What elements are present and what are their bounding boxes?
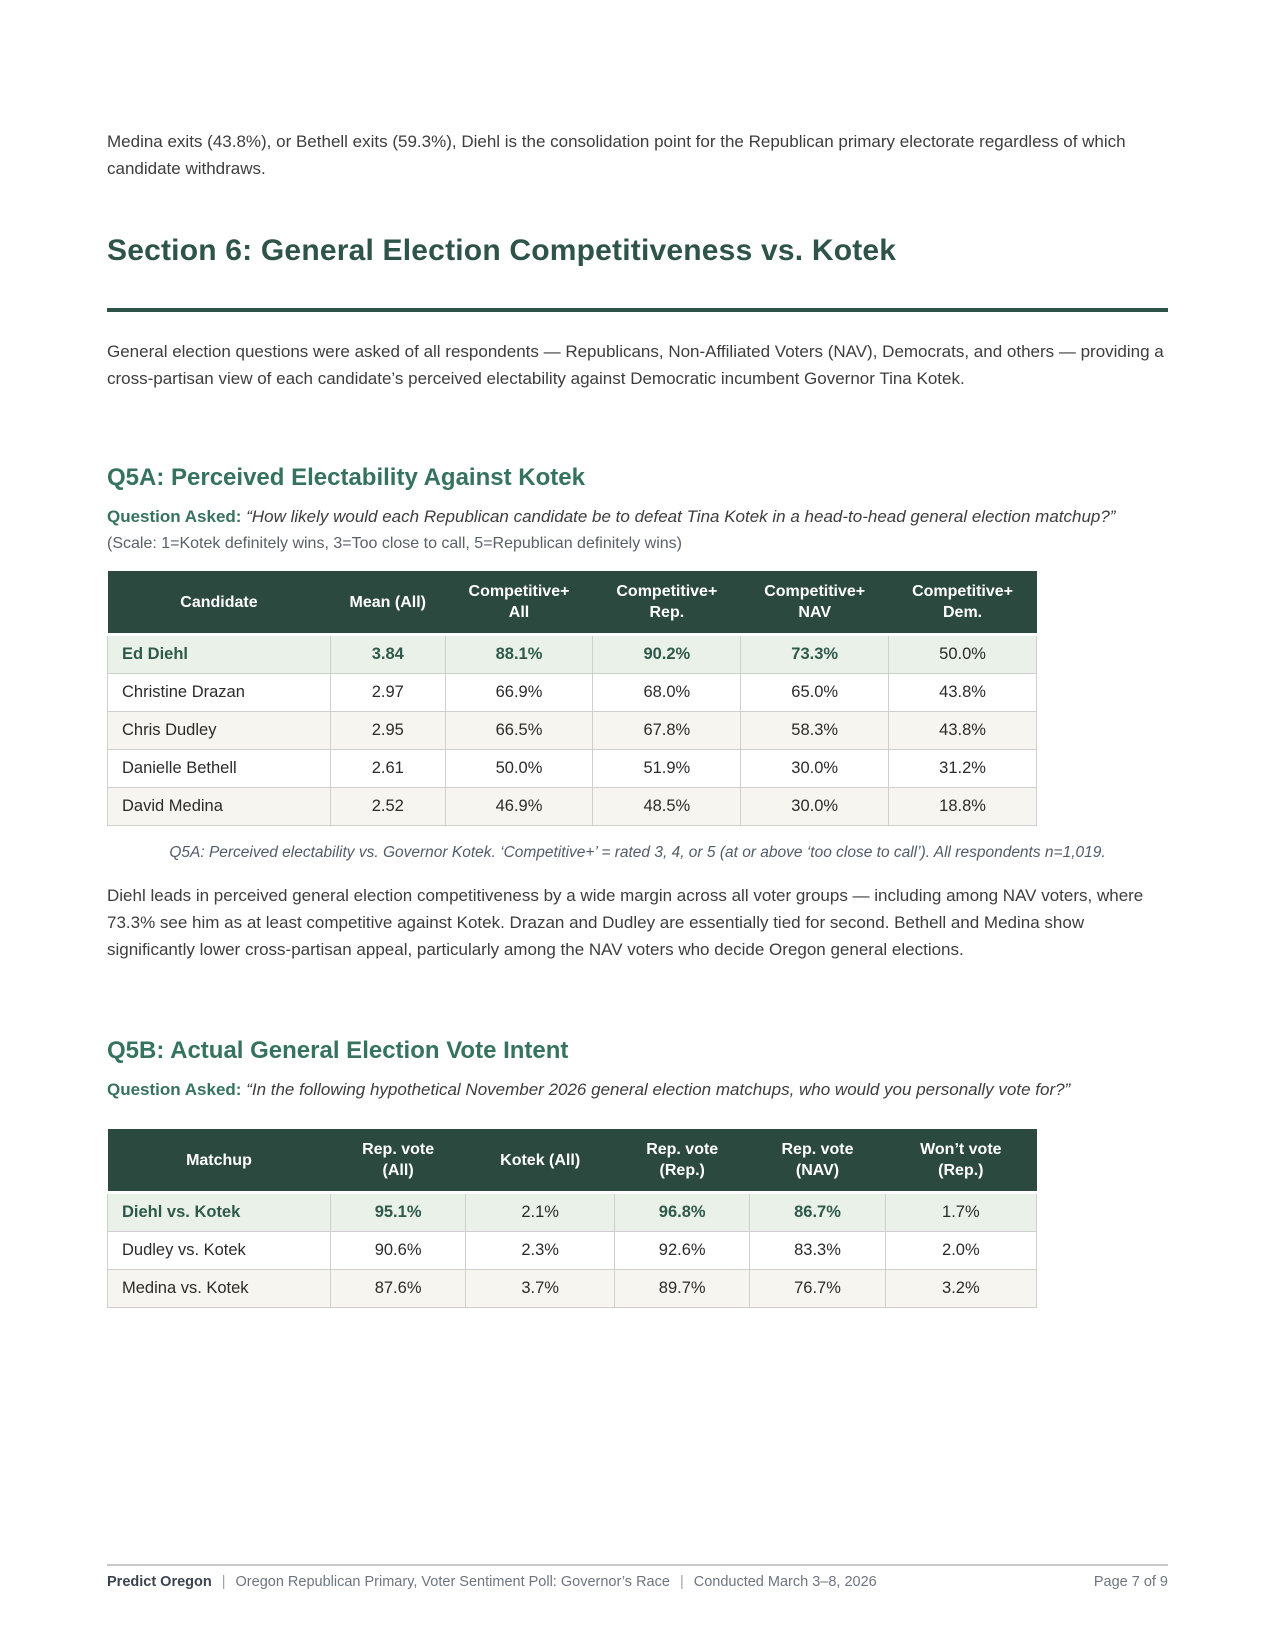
section-intro-paragraph: General election questions were asked of…: [107, 342, 1164, 388]
table-cell: 30.0%: [740, 787, 890, 826]
table-cell: 65.0%: [740, 673, 890, 712]
column-header: Candidate: [107, 571, 331, 636]
column-header: Rep. vote (Rep.): [614, 1129, 750, 1194]
table-row: Dudley vs. Kotek 90.6% 2.3% 92.6% 83.3% 2.0%: [107, 1231, 1038, 1270]
column-header: Won’t vote (Rep.): [885, 1129, 1037, 1194]
column-header: Rep. vote (NAV): [749, 1129, 886, 1194]
table-cell: 2.3%: [465, 1231, 616, 1270]
table-header-row: Candidate Mean (All) Competitive+ All Compe…: [107, 571, 1037, 636]
table-cell: 86.7%: [749, 1192, 886, 1232]
table-row: Chris Dudley 2.95 66.5% 67.8% 58.3% 43.8%: [107, 711, 1037, 750]
column-header: Competitive+ Dem.: [888, 571, 1037, 636]
q5a-electability-table: Candidate Mean (All) Competitive+ All Compe…: [107, 571, 1037, 826]
table-row: Danielle Bethell 2.61 50.0% 51.9% 30.0% 31.2%: [107, 749, 1037, 788]
footer-doc-title: Oregon Republican Primary, Voter Sentime…: [235, 1574, 670, 1590]
table-cell: 66.9%: [444, 673, 594, 712]
footer-separator: |: [221, 1574, 226, 1590]
footer-page-number: Page 7 of 9: [1093, 1574, 1168, 1590]
section-title: Section 6: General Election Competitiven…: [107, 234, 897, 267]
table-row: Medina vs. Kotek 87.6% 3.7% 89.7% 76.7% 3.2%: [107, 1269, 1038, 1308]
q5b-question-text: “In the following hypothetical November …: [246, 1080, 1071, 1099]
intro-paragraph: Medina exits (43.8%), or Bethell exits (…: [107, 132, 1126, 178]
page-footer: Predict Oregon | Oregon Republican Prima…: [107, 1564, 1168, 1590]
column-header: Competitive+ All: [445, 571, 593, 636]
q5b-vote-intent-table: Matchup Rep. vote (All) Kotek (All) Rep. vo…: [107, 1129, 1038, 1308]
footer-separator: |: [679, 1574, 684, 1590]
table-row: Diehl vs. Kotek 95.1% 2.1% 96.8% 86.7% 1.7%: [107, 1192, 1038, 1232]
table-cell: 46.9%: [444, 787, 594, 826]
table-cell: David Medina: [107, 787, 331, 826]
footer-conducted-date: Conducted March 3–8, 2026: [693, 1574, 877, 1590]
column-header: Mean (All): [330, 571, 446, 636]
table-cell: Christine Drazan: [107, 673, 331, 712]
q5a-question-label: Question Asked:: [107, 507, 242, 526]
table-cell: 3.2%: [884, 1269, 1038, 1308]
table-cell: 3.7%: [465, 1269, 616, 1308]
section-divider: [107, 308, 1168, 312]
column-header: Rep. vote (All): [330, 1129, 466, 1194]
table-header-row: Matchup Rep. vote (All) Kotek (All) Rep. vo…: [107, 1129, 1037, 1194]
table-cell: 2.97: [329, 673, 446, 712]
footer-left: Predict Oregon | Oregon Republican Prima…: [107, 1574, 877, 1590]
table-cell: Danielle Bethell: [107, 749, 331, 788]
table-cell: 92.6%: [614, 1231, 751, 1270]
table-cell: 51.9%: [592, 749, 742, 788]
table-cell: 2.52: [329, 787, 446, 826]
table-cell: 88.1%: [444, 634, 594, 674]
footer-brand: Predict Oregon: [107, 1574, 212, 1590]
q5b-heading: Q5B: Actual General Election Vote Intent: [107, 1037, 569, 1064]
table-cell: 87.6%: [329, 1269, 467, 1308]
table-cell: 18.8%: [888, 787, 1037, 826]
table-cell: 96.8%: [614, 1192, 751, 1232]
table-cell: 90.2%: [592, 634, 742, 674]
q5b-question: Question Asked: “In the following hypoth…: [107, 1077, 1168, 1103]
table-cell: Ed Diehl: [107, 634, 331, 674]
table-cell: 2.1%: [465, 1192, 616, 1232]
q5a-table-caption: Q5A: Perceived electability vs. Governor…: [169, 844, 1106, 861]
table-cell: 68.0%: [592, 673, 742, 712]
column-header: Matchup: [107, 1129, 331, 1194]
table-cell: 76.7%: [749, 1269, 886, 1308]
table-cell: 90.6%: [329, 1231, 467, 1270]
table-cell: 50.0%: [888, 634, 1037, 674]
q5a-question-text: “How likely would each Republican candid…: [246, 507, 1116, 526]
q5a-analysis-paragraph: Diehl leads in perceived general electio…: [107, 886, 1144, 959]
table-cell: 3.84: [329, 634, 446, 674]
q5a-heading: Q5A: Perceived Electability Against Kote…: [107, 464, 585, 491]
column-header: Competitive+ NAV: [740, 571, 889, 636]
table-cell: Medina vs. Kotek: [107, 1269, 331, 1308]
table-cell: 95.1%: [329, 1192, 467, 1232]
table-cell: 89.7%: [614, 1269, 751, 1308]
table-cell: 83.3%: [749, 1231, 886, 1270]
column-header: Competitive+ Rep.: [592, 571, 741, 636]
table-cell: 67.8%: [592, 711, 742, 750]
table-cell: 2.61: [329, 749, 446, 788]
q5a-scale-note: (Scale: 1=Kotek definitely wins, 3=Too c…: [107, 535, 682, 552]
table-row: Ed Diehl 3.84 88.1% 90.2% 73.3% 50.0%: [107, 634, 1037, 674]
column-header: Kotek (All): [465, 1129, 615, 1194]
page-content: Medina exits (43.8%), or Bethell exits (…: [107, 132, 1168, 1308]
table-cell: 66.5%: [444, 711, 594, 750]
table-cell: 50.0%: [444, 749, 594, 788]
table-cell: 1.7%: [884, 1192, 1038, 1232]
table-cell: 48.5%: [592, 787, 742, 826]
table-cell: 73.3%: [740, 634, 890, 674]
table-cell: 58.3%: [740, 711, 890, 750]
table-cell: Diehl vs. Kotek: [107, 1192, 331, 1232]
table-cell: 31.2%: [888, 749, 1037, 788]
table-cell: Chris Dudley: [107, 711, 331, 750]
table-cell: Dudley vs. Kotek: [107, 1231, 331, 1270]
q5b-question-label: Question Asked:: [107, 1080, 242, 1099]
table-cell: 30.0%: [740, 749, 890, 788]
table-cell: 43.8%: [888, 711, 1037, 750]
q5a-question: Question Asked: “How likely would each R…: [107, 504, 1168, 557]
table-cell: 2.95: [329, 711, 446, 750]
table-row: David Medina 2.52 46.9% 48.5% 30.0% 18.8%: [107, 787, 1037, 826]
table-cell: 43.8%: [888, 673, 1037, 712]
table-row: Christine Drazan 2.97 66.9% 68.0% 65.0% 43.8%: [107, 673, 1037, 712]
table-cell: 2.0%: [884, 1231, 1038, 1270]
